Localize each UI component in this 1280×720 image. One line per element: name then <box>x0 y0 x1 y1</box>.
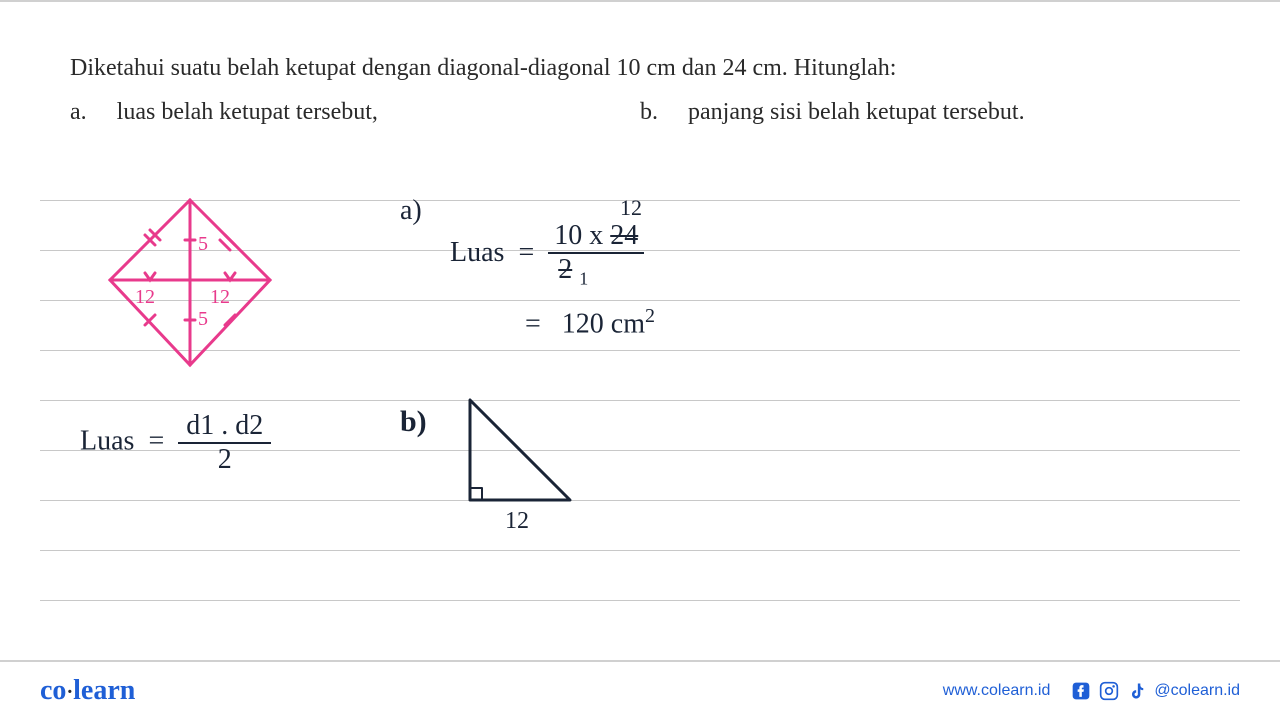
formula-numerator: d1 . d2 <box>178 410 271 444</box>
calc-a-result: = 120 cm2 <box>525 305 655 340</box>
calc-a-line1: Luas = 10 x 24 2 1 <box>450 220 644 290</box>
triangle-diagram: 12 <box>450 390 600 540</box>
calc-24: 24 <box>610 220 638 251</box>
logo-learn: learn <box>73 675 135 706</box>
part-b-text: panjang sisi belah ketupat tersebut. <box>688 99 1025 125</box>
formula-denominator: 2 <box>178 444 271 476</box>
rhombus-label-5-bottom: 5 <box>198 308 208 330</box>
social-icons: @colearn.id <box>1070 680 1240 702</box>
equals: = <box>148 425 164 456</box>
result-value: 120 cm <box>562 308 645 339</box>
calc-times: x <box>589 220 603 251</box>
problem-part-a: a. luas belah ketupat tersebut, <box>70 94 640 130</box>
instagram-icon <box>1098 680 1120 702</box>
ruled-line <box>40 600 1240 601</box>
part-b-label: b. <box>640 99 658 125</box>
calc-a-label: a) <box>400 195 422 227</box>
problem-main-text: Diketahui suatu belah ketupat dengan dia… <box>70 50 1210 86</box>
ruled-line <box>40 400 1240 401</box>
footer-url: www.colearn.id <box>943 682 1051 700</box>
footer: co·learn www.colearn.id @colearn.id <box>0 660 1280 720</box>
footer-handle: @colearn.id <box>1154 682 1240 700</box>
calc-luas-word: Luas <box>450 237 504 268</box>
calc-ten: 10 <box>554 220 582 251</box>
ruled-line <box>40 500 1240 501</box>
calc-b-label: b) <box>400 405 427 439</box>
result-power: 2 <box>645 305 655 327</box>
rhombus-label-12-left: 12 <box>135 286 155 308</box>
rhombus-diagram: 5 5 12 12 <box>90 190 290 380</box>
facebook-icon <box>1070 680 1092 702</box>
luas-word: Luas <box>80 425 134 456</box>
luas-formula: Luas = d1 . d2 2 <box>80 410 271 476</box>
triangle-base-label: 12 <box>505 508 529 534</box>
problem-part-b: b. panjang sisi belah ketupat tersebut. <box>640 94 1210 130</box>
rhombus-label-12-right: 12 <box>210 286 230 308</box>
logo: co·learn <box>40 675 135 707</box>
part-a-text: luas belah ketupat tersebut, <box>117 99 378 125</box>
footer-right: www.colearn.id @colearn.id <box>943 680 1240 702</box>
calc-den-1: 1 <box>579 269 588 289</box>
part-a-label: a. <box>70 99 87 125</box>
ruled-line <box>40 550 1240 551</box>
problem-statement: Diketahui suatu belah ketupat dengan dia… <box>70 50 1210 130</box>
logo-co: co <box>40 675 66 706</box>
calc-12-above: 12 <box>620 195 642 221</box>
top-border <box>0 0 1280 2</box>
tiktok-icon <box>1126 680 1148 702</box>
calc-den-2: 2 <box>558 254 572 285</box>
rhombus-label-5-top: 5 <box>198 233 208 255</box>
